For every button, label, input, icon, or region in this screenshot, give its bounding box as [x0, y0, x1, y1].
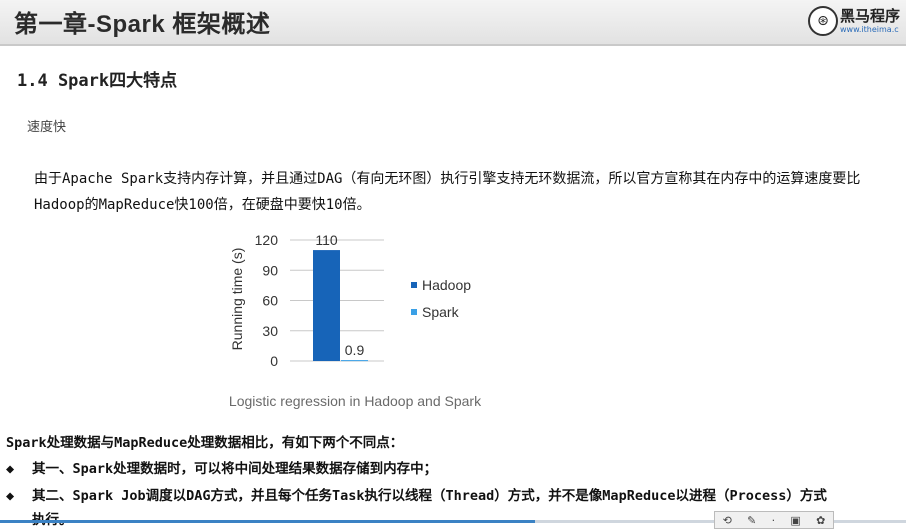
bar-spark	[341, 360, 368, 362]
bar-data-label: 0.9	[345, 342, 365, 358]
y-tick-label: 0	[270, 353, 278, 369]
bullet-item-2: ◆ 其二、Spark Job调度以DAG方式，并且每个任务Task执行以线程（Th…	[6, 484, 827, 504]
legend-label: Hadoop	[422, 277, 471, 293]
settings-dot-icon[interactable]: ·	[771, 513, 776, 527]
section-title: 1.4 Spark四大特点	[17, 71, 178, 91]
running-time-chart: 0 30 60 90 120 Running time (s) 110 0.9 Hadoo…	[229, 232, 482, 409]
bullet-text: 其二、Spark Job调度以DAG方式，并且每个任务Task执行以线程（Thr…	[32, 488, 827, 504]
slide-header: 第一章-Spark 框架概述 ⊛ 黑马程序 www.itheima.c	[0, 0, 906, 46]
diamond-bullet-icon: ◆	[6, 461, 15, 477]
bullet-text: 其一、Spark处理数据时，可以将中间处理结果数据存储到内存中；	[32, 461, 438, 477]
video-progress-bar[interactable]	[0, 520, 906, 523]
y-tick-label: 120	[255, 232, 279, 248]
y-tick-label: 90	[262, 262, 278, 278]
gear-icon[interactable]: ✿	[816, 513, 826, 527]
y-tick-label: 60	[262, 293, 278, 309]
itheima-logo: ⊛ 黑马程序 www.itheima.c	[808, 2, 901, 40]
paragraph-line-1: 由于Apache Spark支持内存计算，并且通过DAG（有向无环图）执行引擎支…	[34, 171, 861, 187]
paragraph-line-2: Hadoop的MapReduce快100倍，在硬盘中要快10倍。	[34, 197, 371, 213]
logo-name: 黑马程序	[840, 7, 901, 25]
chapter-title: 第一章-Spark 框架概述	[14, 11, 271, 38]
language-icon[interactable]: ✎	[747, 513, 757, 527]
y-axis-ticks: 0 30 60 90 120	[255, 232, 279, 369]
intro-paragraph: 由于Apache Spark支持内存计算，并且通过DAG（有向无环图）执行引擎支…	[34, 166, 894, 218]
horse-logo-icon: ⊛	[808, 6, 838, 36]
chart-legend: Hadoop Spark	[411, 277, 471, 320]
chart-bars: 110 0.9	[313, 232, 368, 362]
y-tick-label: 30	[262, 323, 278, 339]
bar-data-label: 110	[315, 232, 338, 248]
diamond-bullet-icon: ◆	[6, 488, 15, 504]
bar-hadoop	[313, 250, 340, 361]
feature-label: 速度快	[27, 120, 67, 135]
legend-swatch-spark	[411, 309, 417, 315]
y-axis-label: Running time (s)	[229, 248, 245, 351]
screen-icon[interactable]: ▣	[790, 513, 801, 527]
chart-title: Logistic regression in Hadoop and Spark	[229, 393, 482, 409]
bullet-item-1: ◆ 其一、Spark处理数据时，可以将中间处理结果数据存储到内存中；	[6, 457, 437, 477]
video-progress-fill	[0, 520, 535, 523]
legend-label: Spark	[422, 304, 460, 320]
player-controls: ⟲ ✎ · ▣ ✿	[714, 511, 834, 529]
bullet-item-2-continued: 执行。	[6, 508, 73, 528]
legend-swatch-hadoop	[411, 282, 417, 288]
loop-icon[interactable]: ⟲	[722, 513, 732, 527]
logo-url: www.itheima.c	[840, 25, 899, 34]
comparison-intro: Spark处理数据与MapReduce处理数据相比，有如下两个不同点：	[6, 435, 404, 451]
